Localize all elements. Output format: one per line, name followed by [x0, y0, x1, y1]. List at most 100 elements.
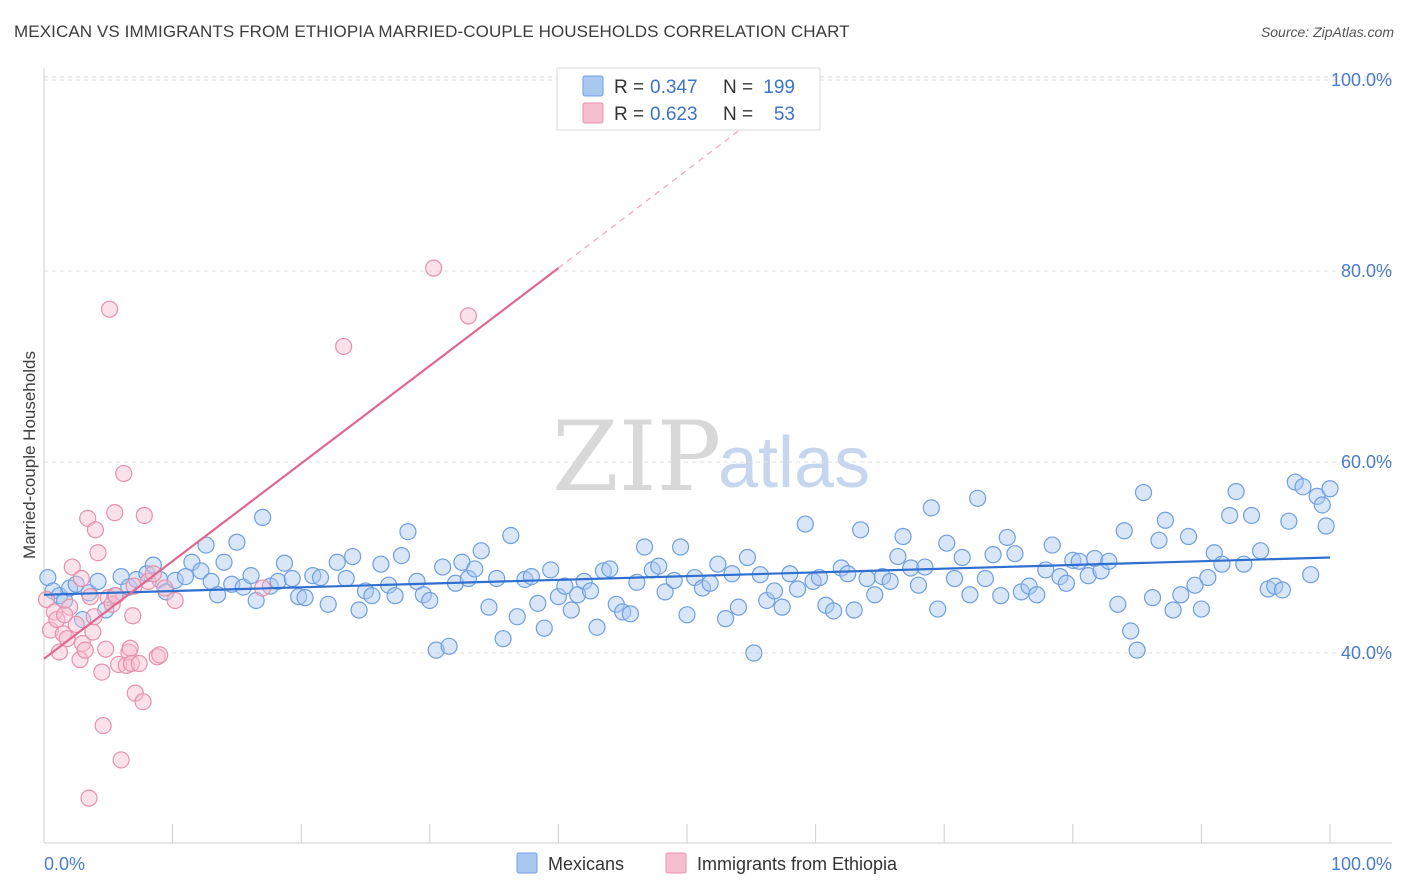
- chart-title: MEXICAN VS IMMIGRANTS FROM ETHIOPIA MARR…: [14, 22, 850, 41]
- data-point-mexicans: [535, 619, 553, 637]
- data-point-mexicans: [671, 538, 690, 556]
- data-point-mexicans: [1109, 595, 1127, 613]
- data-point-ethiopia: [71, 651, 89, 669]
- data-point-mexicans: [183, 553, 201, 571]
- data-point-mexicans: [745, 644, 763, 662]
- x-tick-label-min: 0.0%: [44, 854, 85, 874]
- data-point-ethiopia: [335, 337, 353, 356]
- legend-r-label: R =: [614, 77, 644, 98]
- bottom-legend-swatch-ethiopia: [665, 852, 687, 874]
- data-point-mexicans: [701, 574, 719, 592]
- data-point-mexicans: [1321, 480, 1339, 498]
- data-point-mexicans: [1280, 512, 1298, 530]
- bottom-legend: Mexicans Immigrants from Ethiopia: [516, 852, 898, 874]
- legend-r-value: 0.623: [650, 104, 698, 125]
- watermark-zip: ZIP: [552, 401, 721, 513]
- data-point-mexicans: [89, 572, 107, 590]
- data-point-mexicans: [1057, 574, 1075, 592]
- y-tick-label: 80.0%: [1341, 261, 1392, 281]
- data-point-mexicans: [542, 561, 560, 579]
- data-point-mexicans: [1186, 576, 1204, 594]
- data-point-mexicans: [197, 536, 215, 554]
- trend-line-ethiopia: [43, 267, 560, 660]
- legend-swatch-ethiopia: [582, 102, 604, 124]
- legend-box: R = 0.347 N = 199 R = 0.623 N = 53: [556, 67, 821, 131]
- trend-lines: [43, 120, 1331, 660]
- data-point-mexicans: [529, 594, 547, 612]
- data-point-mexicans: [650, 557, 668, 575]
- data-point-mexicans: [845, 601, 863, 619]
- series-mexicans: [39, 473, 1339, 662]
- data-point-mexicans: [635, 538, 654, 556]
- data-point-mexicans: [275, 554, 294, 572]
- data-point-mexicans: [494, 630, 512, 648]
- data-point-mexicans: [1221, 506, 1239, 525]
- data-point-mexicans: [716, 610, 735, 628]
- data-point-ethiopia: [84, 623, 102, 641]
- data-point-mexicans: [372, 555, 390, 573]
- data-point-mexicans: [1134, 483, 1153, 502]
- data-point-mexicans: [466, 560, 484, 578]
- data-point-mexicans: [969, 489, 987, 507]
- data-point-mexicans: [1313, 496, 1331, 514]
- data-point-ethiopia: [151, 646, 169, 664]
- data-point-mexicans: [311, 568, 330, 587]
- data-point-ethiopia: [100, 300, 119, 318]
- data-point-mexicans: [938, 534, 956, 552]
- data-point-mexicans: [392, 546, 411, 565]
- data-point-mexicans: [192, 562, 210, 580]
- data-point-mexicans: [228, 533, 246, 551]
- legend-n-value: 53: [774, 104, 795, 125]
- data-point-mexicans: [656, 583, 674, 601]
- data-point-mexicans: [729, 598, 748, 616]
- data-point-mexicans: [254, 508, 272, 526]
- data-point-mexicans: [984, 546, 1002, 564]
- legend-swatch-mexicans: [582, 75, 604, 97]
- data-point-ethiopia: [72, 569, 90, 588]
- data-point-mexicans: [998, 528, 1016, 547]
- data-point-mexicans: [1115, 522, 1133, 540]
- data-point-ethiopia: [148, 648, 166, 666]
- data-point-mexicans: [556, 577, 574, 595]
- data-point-mexicans: [765, 582, 784, 600]
- data-point-ethiopia: [73, 634, 92, 653]
- data-point-ethiopia: [124, 607, 142, 625]
- legend-r-value: 0.347: [650, 77, 698, 98]
- y-tick-label: 40.0%: [1341, 643, 1392, 663]
- data-point-mexicans: [1251, 542, 1270, 560]
- data-point-ethiopia: [94, 716, 112, 735]
- source-label: Source: ZipAtlas.com: [1260, 24, 1394, 40]
- x-tick-marks: [43, 824, 1331, 843]
- data-point-mexicans: [319, 595, 337, 613]
- y-axis-label: Married-couple Households: [20, 351, 39, 559]
- legend-r-label: R =: [614, 104, 644, 125]
- data-point-ethiopia: [135, 506, 153, 525]
- data-point-ethiopia: [112, 751, 130, 769]
- data-point-mexicans: [215, 553, 233, 571]
- data-point-mexicans: [1164, 601, 1182, 619]
- data-point-mexicans: [1079, 567, 1097, 585]
- data-point-mexicans: [1179, 527, 1198, 546]
- data-point-mexicans: [386, 587, 404, 605]
- data-point-mexicans: [881, 572, 899, 590]
- data-point-mexicans: [738, 548, 757, 567]
- y-tick-labels: 40.0% 60.0% 80.0% 100.0%: [1331, 70, 1392, 663]
- data-point-mexicans: [825, 602, 843, 620]
- data-point-mexicans: [1199, 568, 1217, 587]
- y-tick-label: 100.0%: [1331, 70, 1392, 90]
- data-point-ethiopia: [63, 558, 81, 576]
- data-point-mexicans: [773, 598, 791, 616]
- data-point-mexicans: [1051, 567, 1069, 586]
- data-point-mexicans: [344, 547, 362, 566]
- data-point-mexicans: [1150, 531, 1168, 549]
- data-point-mexicans: [1294, 478, 1312, 496]
- data-point-ethiopia: [58, 630, 76, 648]
- data-point-mexicans: [1043, 536, 1061, 554]
- data-point-mexicans: [427, 641, 445, 659]
- data-point-mexicans: [1070, 552, 1088, 570]
- x-tick-label-max: 100.0%: [1331, 854, 1392, 874]
- data-point-mexicans: [1213, 555, 1231, 573]
- data-point-mexicans: [1192, 600, 1211, 618]
- data-point-ethiopia: [106, 504, 124, 522]
